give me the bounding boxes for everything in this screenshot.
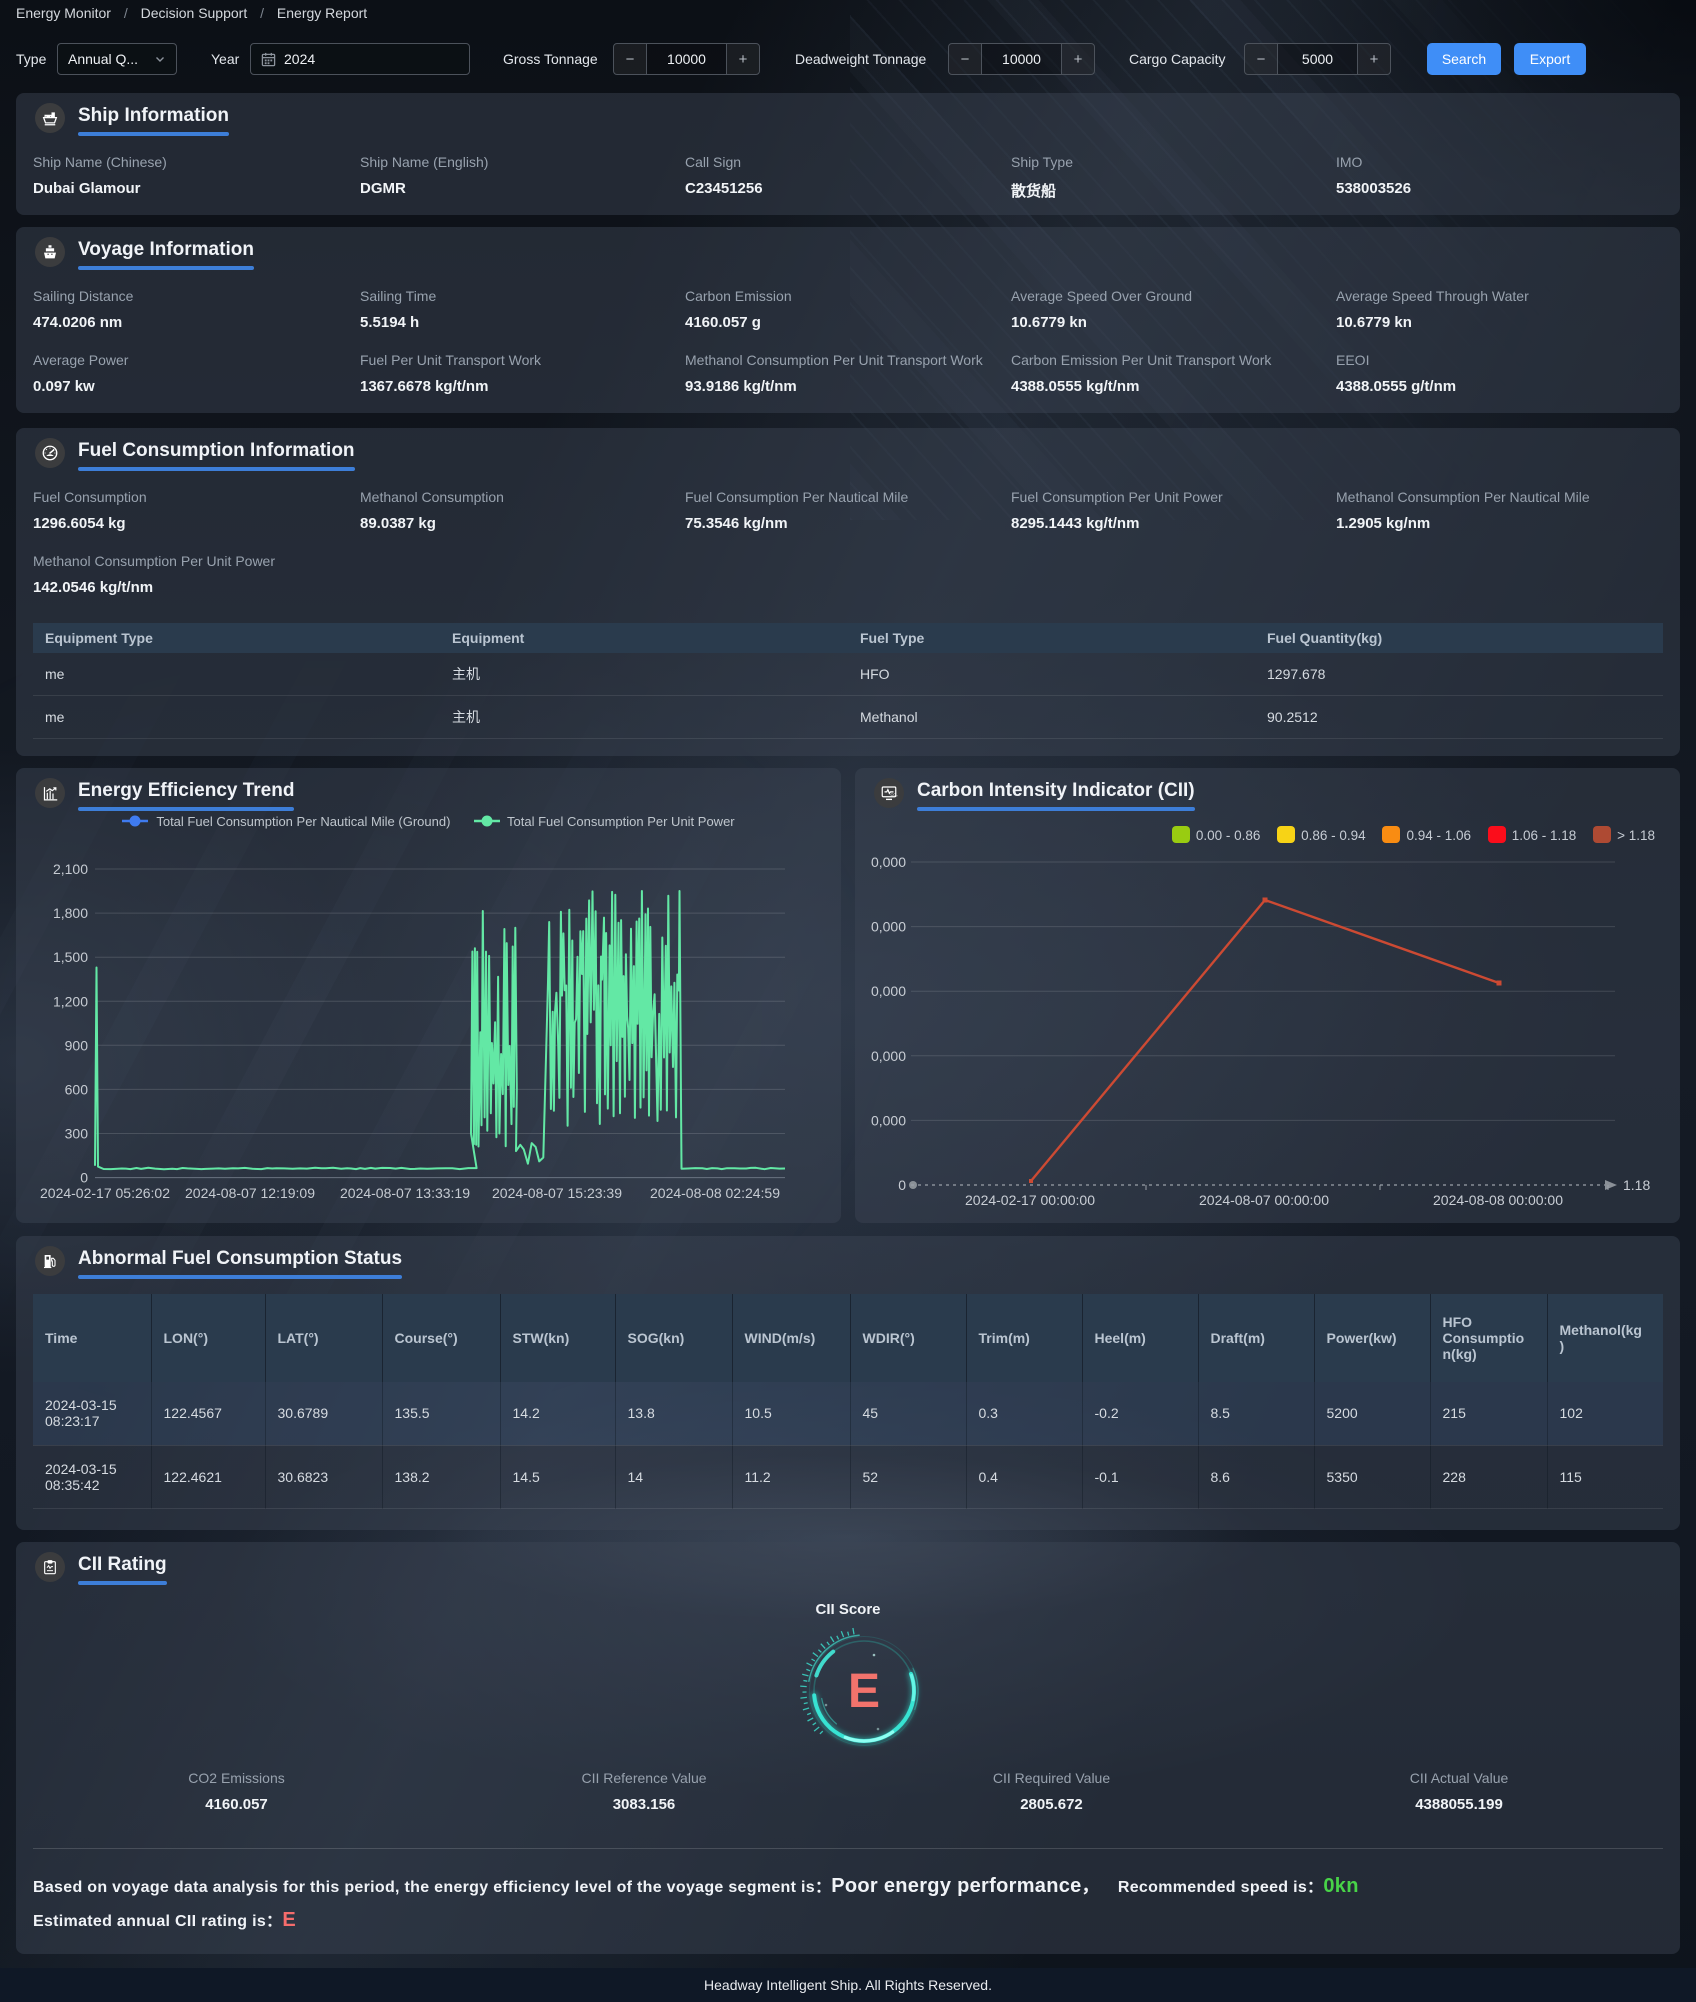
svg-text:1,500: 1,500 — [53, 949, 88, 965]
svg-text:2,100: 2,100 — [53, 861, 88, 877]
svg-text:900: 900 — [65, 1037, 89, 1053]
svg-text:0,000: 0,000 — [871, 983, 906, 999]
svg-text:E: E — [848, 1665, 880, 1718]
svg-text:2024-08-07 00:00:00: 2024-08-07 00:00:00 — [1199, 1192, 1329, 1208]
svg-text:0,000: 0,000 — [871, 1048, 906, 1064]
svg-text:2024-02-17 00:00:00: 2024-02-17 00:00:00 — [965, 1192, 1095, 1208]
svg-text:1,200: 1,200 — [53, 993, 88, 1009]
svg-text:1.18: 1.18 — [1623, 1177, 1650, 1193]
svg-text:CO₂: CO₂ — [891, 793, 899, 797]
svg-text:0: 0 — [898, 1177, 906, 1193]
svg-text:2024-08-07 13:33:19: 2024-08-07 13:33:19 — [340, 1185, 470, 1201]
svg-text:300: 300 — [65, 1126, 89, 1142]
svg-text:0,000: 0,000 — [871, 854, 906, 870]
svg-text:0,000: 0,000 — [871, 919, 906, 935]
svg-text:0,000: 0,000 — [871, 1112, 906, 1128]
svg-text:2024-02-17 05:26:02: 2024-02-17 05:26:02 — [40, 1185, 170, 1201]
svg-text:600: 600 — [65, 1081, 89, 1097]
svg-text:2024-08-08 00:00:00: 2024-08-08 00:00:00 — [1433, 1192, 1563, 1208]
svg-text:2024-08-08 02:24:59: 2024-08-08 02:24:59 — [650, 1185, 780, 1201]
svg-text:1,800: 1,800 — [53, 905, 88, 921]
svg-text:2024-08-07 12:19:09: 2024-08-07 12:19:09 — [185, 1185, 315, 1201]
svg-text:0: 0 — [80, 1170, 88, 1186]
svg-text:2024-08-07 15:23:39: 2024-08-07 15:23:39 — [492, 1185, 622, 1201]
